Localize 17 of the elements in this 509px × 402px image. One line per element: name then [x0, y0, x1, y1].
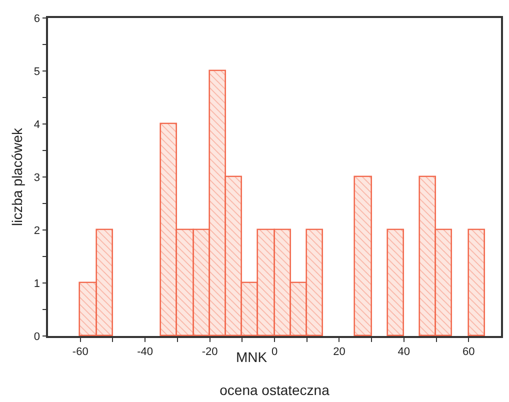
x-tick-label: 40 — [398, 346, 410, 358]
y-tick-label: 6 — [34, 12, 40, 25]
x-tick-label: 0 — [271, 346, 278, 358]
y-tick-label: 3 — [34, 172, 40, 184]
y-tick-label: 0 — [34, 330, 40, 343]
x-axis-title: ocena ostateczna — [220, 382, 330, 398]
x-tick-label: -40 — [137, 346, 154, 358]
y-axis-title: liczba placówek — [9, 126, 26, 226]
y-tick-label: 4 — [34, 118, 40, 131]
y-tick-label: 1 — [34, 278, 40, 290]
x-tick-label: -20 — [202, 346, 218, 358]
x-tick-label: 60 — [462, 346, 475, 358]
text: MNK — [236, 349, 268, 365]
y-tick-label: 5 — [34, 66, 40, 78]
x-tick-label: -60 — [72, 346, 88, 358]
y-tick-label: 2 — [34, 224, 40, 237]
x-tick-label: 20 — [333, 346, 346, 358]
